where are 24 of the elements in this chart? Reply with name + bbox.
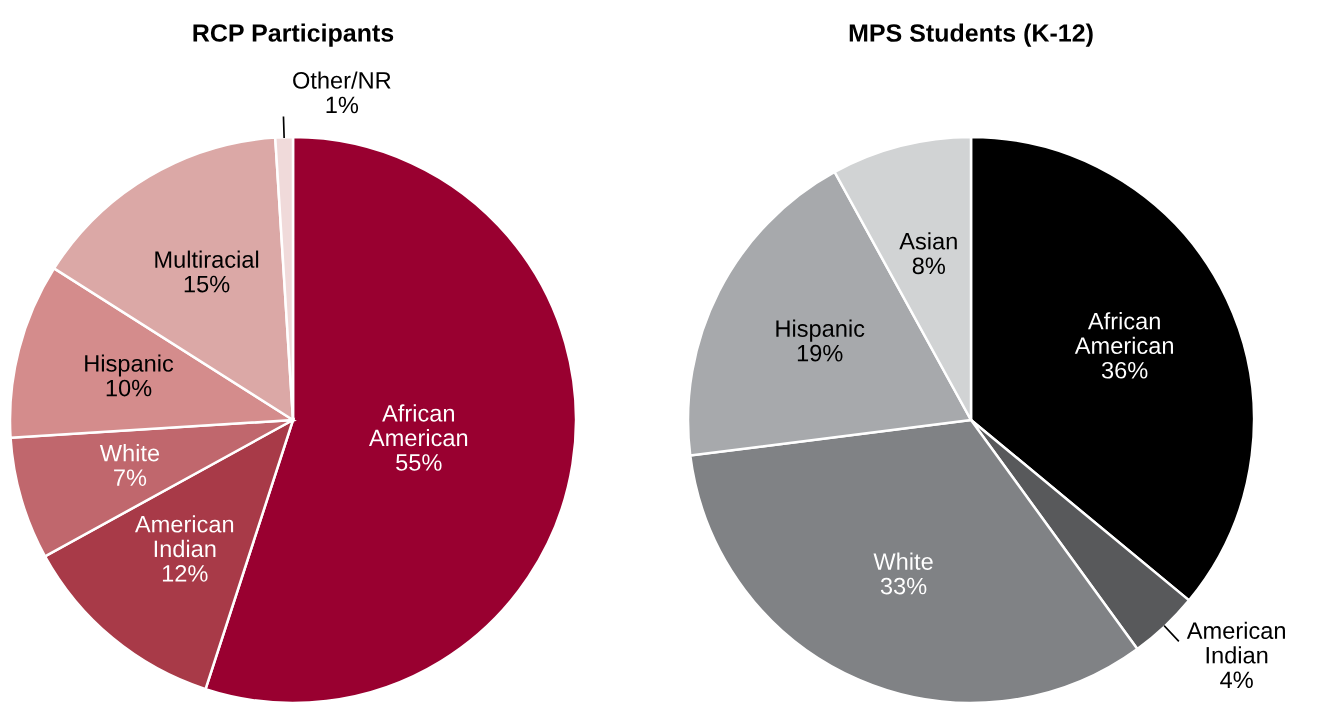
slice-label: White <box>873 552 933 570</box>
data-label: 8% <box>912 257 945 275</box>
slice-label: White <box>99 444 160 462</box>
chart-title: RCP Participants <box>193 23 394 47</box>
data-label: 33% <box>880 577 927 595</box>
data-label: 4% <box>1220 671 1253 689</box>
slice-label: Hispanic <box>776 319 865 342</box>
slice-label: African American <box>368 404 468 447</box>
slice-label: Asian <box>899 232 957 250</box>
data-label: 7% <box>114 469 147 486</box>
slice-label: Other/NR <box>293 71 391 89</box>
chart-title: MPS Students (K-12) <box>849 23 1093 47</box>
data-label: 12% <box>162 565 208 582</box>
data-label: 15% <box>184 275 230 293</box>
data-label: 19% <box>797 344 843 362</box>
slice-label: American Indian <box>1186 621 1285 664</box>
data-label: 55% <box>396 454 442 471</box>
data-label: 10% <box>106 379 152 397</box>
slice-label: Hispanic <box>85 354 174 377</box>
data-label: 36% <box>1101 361 1148 379</box>
slice-label: African American <box>1074 312 1173 355</box>
slice-label: Multiracial <box>155 250 259 268</box>
data-label: 1% <box>326 96 359 114</box>
slice-label: American Indian <box>134 515 234 558</box>
